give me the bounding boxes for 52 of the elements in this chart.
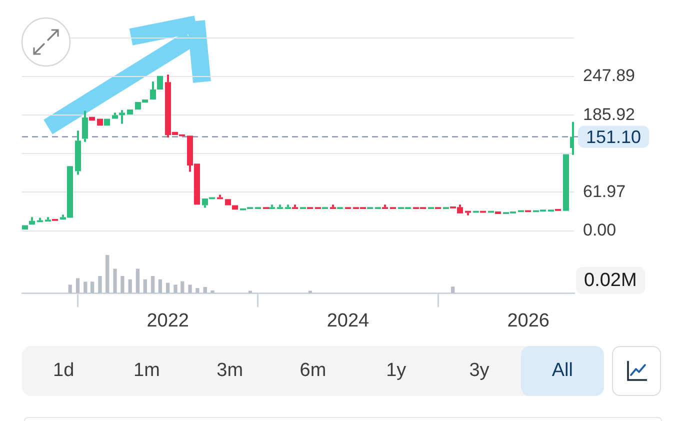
bar (68, 284, 72, 293)
candlestick (112, 112, 118, 119)
x-tick-label: 2024 (326, 310, 370, 332)
text: All (520, 346, 604, 396)
candlestick (217, 194, 223, 200)
candlestick (75, 130, 81, 176)
text: 1y (385, 359, 408, 383)
text: 0.02M (576, 267, 645, 294)
bar (106, 255, 110, 293)
candlestick (285, 204, 291, 210)
text: 3y (468, 359, 490, 383)
bar (76, 278, 80, 293)
bar (451, 286, 455, 293)
candlestick (45, 216, 51, 222)
bar (188, 284, 192, 293)
x-tick-label: 2026 (507, 310, 550, 332)
y-tick-label: 185.92 (583, 104, 635, 124)
candlestick (82, 110, 88, 143)
candlestick (119, 109, 125, 125)
text: 1m (132, 359, 161, 383)
candlestick (29, 216, 35, 225)
candlestick (150, 80, 156, 100)
bar (203, 286, 207, 293)
y-tick-label: 247.89 (583, 66, 635, 86)
y-tick-label: 61.97 (583, 182, 626, 201)
candlestick (269, 204, 275, 210)
candlestick (277, 204, 283, 210)
bar (120, 276, 124, 293)
x-tick-label: 2022 (146, 310, 189, 332)
bar (210, 290, 214, 293)
bar (180, 281, 184, 293)
bar (143, 279, 147, 293)
bar (166, 282, 170, 293)
bar (113, 268, 117, 293)
y-tick-label: 0.00 (583, 220, 616, 240)
text: 6m (298, 359, 328, 383)
candlestick (37, 216, 43, 222)
text: 1d (52, 359, 76, 383)
candlestick (292, 204, 298, 210)
ref-line-label: 151.10 (586, 126, 642, 147)
bar (150, 276, 155, 293)
bar (136, 268, 140, 293)
bar (128, 279, 132, 293)
bar (90, 282, 94, 293)
text: 3m (216, 359, 244, 383)
candlestick (382, 204, 388, 210)
bar (158, 279, 162, 293)
candlestick (330, 204, 336, 210)
bar (174, 284, 178, 293)
bar (84, 282, 88, 293)
bar (196, 288, 200, 293)
bar (98, 276, 102, 293)
